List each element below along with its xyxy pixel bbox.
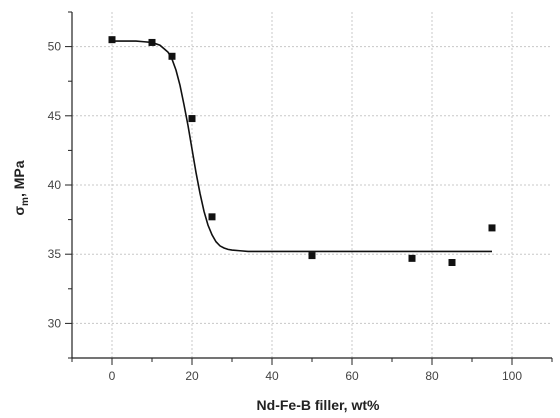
y-tick-label: 40 <box>48 178 62 192</box>
y-axis-label-subscript: m <box>20 197 31 206</box>
data-point <box>148 38 156 46</box>
x-tick-label: 0 <box>109 369 116 383</box>
y-tick-label: 35 <box>48 247 62 261</box>
y-tick-label: 30 <box>48 316 62 330</box>
x-tick-label: 80 <box>425 369 439 383</box>
ticks <box>65 11 553 365</box>
y-axis-label-suffix: , MPa <box>11 160 27 197</box>
data-point <box>488 224 496 232</box>
data-point <box>208 213 216 221</box>
data-point <box>188 115 196 123</box>
grid <box>72 12 552 358</box>
tick-labels: 0 20 40 60 80 100 30 35 40 45 50 <box>48 40 523 383</box>
x-tick-label: 60 <box>345 369 359 383</box>
x-tick-label: 40 <box>265 369 279 383</box>
data-point <box>448 259 456 267</box>
fit-curve <box>112 40 492 253</box>
data-point <box>168 52 176 60</box>
data-point <box>308 252 316 260</box>
data-points <box>108 36 496 267</box>
data-point <box>108 36 116 44</box>
y-axis-label: σm, MPa <box>11 160 31 215</box>
data-point <box>408 254 416 262</box>
y-tick-label: 50 <box>48 40 62 54</box>
fit-curve-layer <box>112 40 492 253</box>
y-tick-label: 45 <box>48 109 62 123</box>
x-axis-label: Nd-Fe-B filler, wt% <box>257 397 380 413</box>
y-axis-label-symbol: σ <box>11 206 27 216</box>
x-tick-label: 100 <box>502 369 522 383</box>
x-tick-label: 20 <box>185 369 199 383</box>
